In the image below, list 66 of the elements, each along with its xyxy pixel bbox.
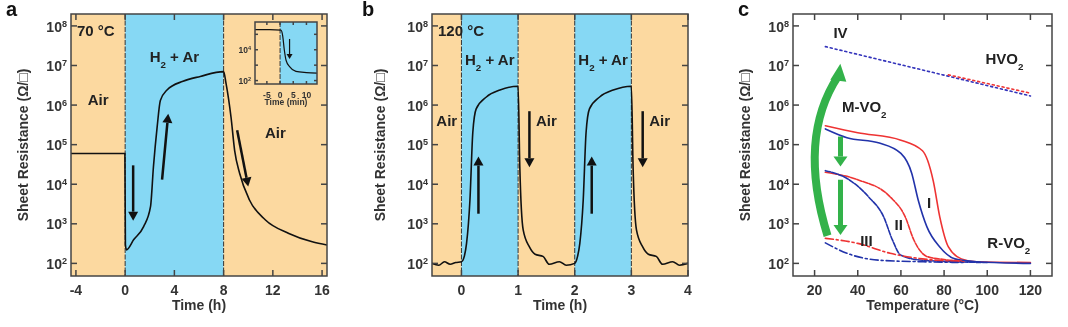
y-tick-label: 10$^{3}$ — [768, 216, 789, 233]
x-tick-label: 3 — [627, 282, 636, 298]
y-tick-label: 10$^{2}$ — [768, 255, 789, 272]
x-axis-title: Temperature (°C) — [866, 297, 979, 314]
y-tick-label: 10$^{3}$ — [46, 216, 67, 233]
band-label: Air — [264, 123, 286, 141]
band-label: Air — [649, 111, 671, 129]
y-tick-label: 10$^{8}$ — [407, 18, 428, 35]
annotation: III — [860, 232, 873, 250]
annotation: 70 °C — [77, 22, 115, 39]
y-tick-label: 10$^{6}$ — [407, 97, 428, 114]
y-tick-label: 10$^{5}$ — [768, 137, 789, 154]
x-tick-label: 120 — [1018, 282, 1043, 298]
y-tick-label: 10$^{7}$ — [768, 58, 789, 75]
y-tick-label: 10$^{6}$ — [768, 97, 789, 114]
y-axis-title: Sheet Resistance (Ω/□) — [15, 68, 31, 222]
annotation: M-VO$_{2}$ — [841, 98, 888, 120]
y-tick-label: 10$^{5}$ — [46, 137, 67, 154]
annotation: I — [926, 194, 932, 212]
band-label: H$_{2}$ + Ar — [465, 51, 515, 73]
y-tick-label: 10$^{7}$ — [46, 58, 67, 75]
x-tick-label: 60 — [893, 282, 909, 298]
y-tick-label: 10$^{2}$ — [238, 75, 251, 86]
annotation: R-VO$_{2}$ — [987, 233, 1031, 256]
annotation: II — [894, 215, 903, 233]
band-label: Air — [87, 91, 109, 109]
x-axis-title: Time (h) — [532, 297, 588, 314]
x-tick-label: 20 — [806, 282, 823, 298]
y-tick-label: 10$^{8}$ — [46, 18, 67, 35]
x-tick-label: 12 — [265, 282, 281, 298]
band-label: H$_{2}$ + Ar — [149, 48, 200, 70]
y-tick-label: 10$^{5}$ — [407, 137, 428, 154]
annotation: 120 °C — [438, 22, 485, 39]
y-tick-label: 10$^{8}$ — [768, 18, 789, 35]
x-tick-label: 8 — [219, 282, 228, 298]
x-tick-label: 1 — [514, 282, 523, 298]
x-tick-label: 4 — [684, 282, 693, 298]
x-tick-label: 0 — [457, 282, 466, 298]
chart-title: c — [738, 0, 750, 20]
y-tick-label: 10$^{3}$ — [407, 216, 428, 233]
x-tick-label: -4 — [69, 282, 83, 298]
y-axis-title: Sheet Resistance (Ω/□) — [737, 68, 753, 222]
x-tick-label: 2 — [570, 282, 579, 298]
y-tick-label: 10$^{6}$ — [46, 97, 67, 114]
y-tick-label: 10$^{7}$ — [407, 58, 428, 75]
chart-title: a — [6, 0, 18, 20]
x-axis-title: Time (h) — [171, 297, 227, 314]
y-tick-label: 10$^{2}$ — [407, 255, 428, 272]
y-tick-label: 10$^{4}$ — [407, 176, 429, 193]
x-tick-label: 80 — [936, 282, 953, 298]
y-tick-label: 10$^{4}$ — [238, 45, 252, 56]
x-tick-label: 0 — [121, 282, 130, 298]
band-label: Air — [436, 111, 458, 129]
x-tick-label: 4 — [170, 282, 179, 298]
x-tick-label: 40 — [849, 282, 866, 298]
y-tick-label: 10$^{4}$ — [46, 176, 68, 193]
y-axis-title: Sheet Resistance (Ω/□) — [372, 68, 388, 222]
x-tick-label: 100 — [975, 282, 1000, 298]
y-tick-label: 10$^{2}$ — [46, 255, 67, 272]
y-tick-label: 10$^{4}$ — [768, 176, 790, 193]
annotation: IV — [833, 23, 848, 41]
x-tick-label: 16 — [314, 282, 331, 298]
band-label: H$_{2}$ + Ar — [578, 51, 628, 73]
chart-title: b — [362, 0, 375, 20]
annotation: HVO$_{2}$ — [985, 49, 1025, 72]
band-label: Air — [535, 111, 557, 129]
